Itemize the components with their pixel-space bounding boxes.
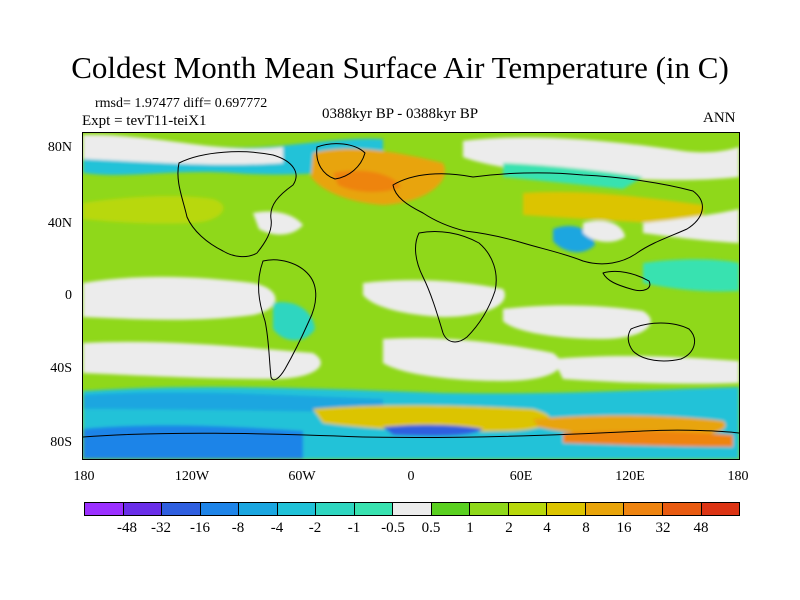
colorbar-swatch (431, 503, 471, 515)
colorbar-label: -16 (190, 520, 210, 536)
colorbar-swatch (85, 503, 124, 515)
africa-coastline (415, 230, 497, 343)
south-atlantic-white (383, 337, 561, 381)
ross-sea-blue (83, 425, 303, 459)
colorbar-label: 1 (466, 520, 474, 536)
colorbar-swatch (585, 503, 625, 515)
north-atlantic-warm-core (333, 170, 401, 193)
antarctic-warm-strip (563, 430, 733, 447)
colorbar-swatch (200, 503, 240, 515)
colorbar-label: 32 (655, 520, 671, 536)
colorbar-label: -2 (308, 520, 322, 536)
colorbar-label: -1 (347, 520, 361, 536)
lat-tick-80n: 80N (47, 140, 72, 155)
colorbar-label: 16 (616, 520, 632, 536)
colorbar-swatch (662, 503, 702, 515)
chart-title: Coldest Month Mean Surface Air Temperatu… (71, 50, 729, 85)
colorbar-label: 0.5 (421, 520, 441, 536)
colorbar-swatch (470, 503, 509, 515)
colorbar-label: -0.5 (381, 520, 405, 536)
colorbar-swatch (354, 503, 394, 515)
lat-tick-0: 0 (65, 288, 72, 303)
colorbar-label: -8 (231, 520, 245, 536)
colorbar-swatch (701, 503, 740, 515)
colorbar-label: 48 (693, 520, 709, 536)
colorbar-swatch (547, 503, 586, 515)
lon-tick-180e: 180 (727, 469, 749, 484)
colorbar-swatch (393, 503, 432, 515)
north-asia-teal-band (503, 163, 643, 189)
colorbar-swatch (316, 503, 355, 515)
north-pacific-yellowgreen (83, 196, 224, 224)
period-label: 0388kyr BP - 0388kyr BP (322, 106, 479, 122)
west-pacific-teal (643, 259, 739, 292)
colorbar-label: -4 (270, 520, 284, 536)
lon-tick-180w: 180 (73, 469, 95, 484)
antarctic-yellow-band (313, 405, 551, 432)
colorbar-swatch (277, 503, 317, 515)
maritime-continent-coastline (602, 270, 651, 292)
north-america-coastline (177, 151, 297, 258)
colorbar-label: 8 (582, 520, 590, 536)
colorbar (84, 502, 740, 516)
antarctica-coastline (83, 429, 739, 439)
eurasia-coastline (392, 172, 703, 265)
tropical-pacific-white (83, 276, 276, 320)
colorbar-label: 2 (505, 520, 513, 536)
colorbar-label: -32 (151, 520, 171, 536)
lon-tick-120w: 120W (174, 469, 210, 484)
lat-tick-40n: 40N (47, 216, 72, 231)
colorbar-swatch (162, 503, 201, 515)
stats-text: rmsd= 1.97477 diff= 0.697772 (95, 96, 268, 111)
north-atlantic-white-patch (253, 211, 303, 235)
antarctic-blue-core (383, 424, 483, 437)
experiment-label: Expt = tevT11-teiX1 (82, 113, 207, 129)
lon-tick-0: 0 (407, 469, 415, 484)
south-indian-white (553, 355, 739, 384)
colorbar-label: 4 (543, 520, 551, 536)
south-america-coastline (258, 259, 317, 381)
east-antarctic-orange (533, 415, 726, 437)
colorbar-label: -48 (117, 520, 137, 536)
season-label: ANN (703, 110, 736, 126)
colorbar-swatch (624, 503, 663, 515)
lat-tick-80s: 80S (50, 435, 72, 450)
colorbar-swatch (239, 503, 278, 515)
temperature-map (82, 132, 740, 460)
tropical-atlantic-white (363, 280, 505, 317)
lon-tick-60e: 60E (509, 469, 533, 484)
tibet-white-patch (583, 220, 625, 242)
arctic-white-region (83, 134, 283, 165)
colorbar-swatch (123, 503, 163, 515)
lat-tick-40s: 40S (50, 361, 72, 376)
lon-tick-120e: 120E (615, 469, 645, 484)
indian-ocean-white (503, 305, 651, 339)
south-pacific-white (83, 341, 321, 379)
southern-ocean-blue-band (83, 392, 383, 413)
colorbar-swatch (508, 503, 548, 515)
lon-tick-60w: 60W (288, 469, 316, 484)
australia-coastline (627, 322, 696, 362)
asia-yellow-band (523, 191, 703, 225)
greenland-coastline (316, 143, 366, 180)
